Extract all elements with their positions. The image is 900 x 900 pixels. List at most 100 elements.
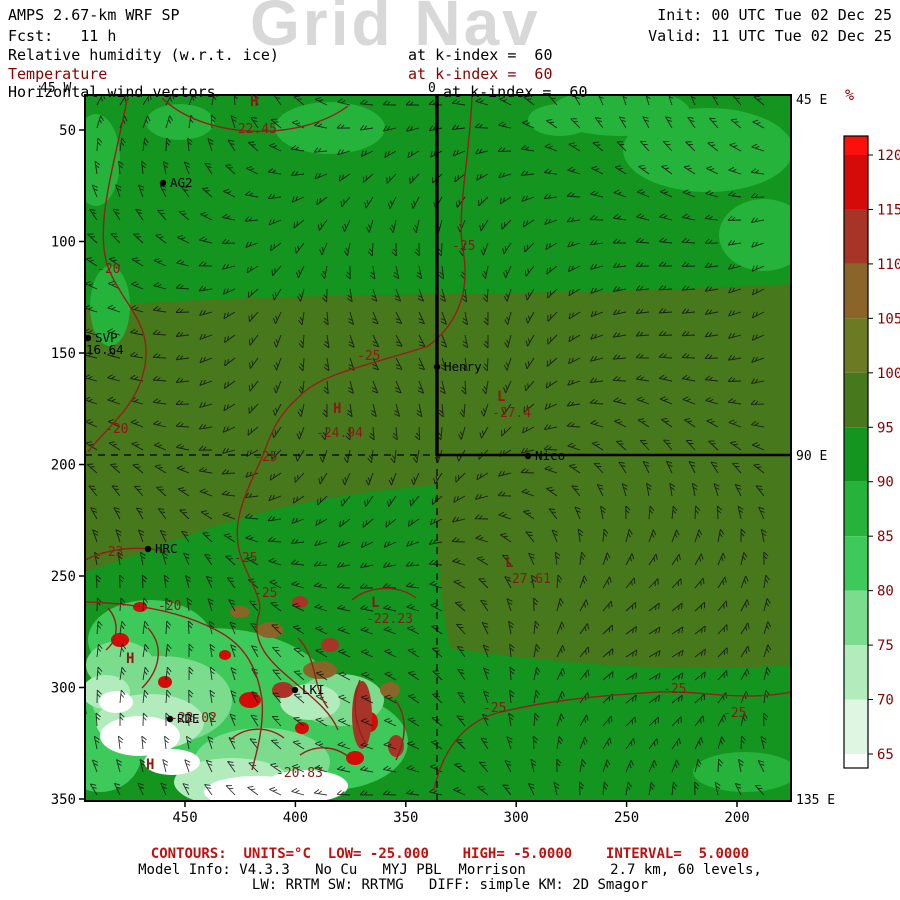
contour-label: -25 (234, 551, 257, 566)
colorbar-segment (844, 699, 868, 754)
init-time: Init: 00 UTC Tue 02 Dec 25 (657, 6, 892, 24)
station-label: HRC (155, 541, 178, 556)
station-value-label: 16.64 (86, 342, 124, 357)
extrema-marker: H (333, 401, 341, 417)
contour-label: -27.61 (504, 572, 551, 587)
meridian-label: 0 (428, 81, 436, 96)
station-label: Henry (444, 359, 482, 374)
colorbar-segment (844, 590, 868, 646)
contour-label: -25 (723, 706, 746, 721)
contour-label: -22.45 (230, 122, 277, 137)
colorbar-tick-label: 85 (877, 529, 894, 545)
contour-label: -22.23 (366, 612, 413, 627)
colorbar-segment (844, 645, 868, 700)
x-axis-tick-label: 450 (172, 810, 197, 826)
station-label: RDE (177, 711, 200, 726)
colorbar-tick-label: 100 (877, 366, 900, 382)
contour-label: -25 (357, 349, 380, 364)
y-axis-tick-label: 300 (51, 681, 76, 697)
y-axis-tick-label: 50 (59, 123, 76, 139)
contour-label: -25 (483, 701, 506, 716)
colorbar-tick-label: 70 (877, 693, 894, 709)
physics-info-line: LW: RRTM SW: RRTMG DIFF: simple KM: 2D S… (251, 877, 649, 893)
colorbar-segment (844, 536, 868, 591)
y-axis-tick-label: 100 (51, 235, 76, 251)
y-axis-tick-label: 150 (51, 346, 76, 362)
field-wind-label: Horizontal wind vectors (8, 83, 216, 101)
x-axis-tick-label: 350 (393, 810, 418, 826)
colorbar-segment (844, 136, 868, 155)
contour-label: -20.83 (276, 766, 323, 781)
station-dot (159, 179, 167, 187)
forecast-hour-label: Fcst: 11 h (8, 27, 117, 45)
contour-label: -25 (254, 586, 277, 601)
extrema-marker: H (250, 94, 258, 110)
contour-label: -25 (254, 450, 277, 465)
colorbar: 120 115 110 105 100 95 90 85 80 75 70 65% (843, 86, 900, 769)
y-axis-tick-label: 200 (51, 458, 76, 474)
contour-label: -20 (105, 422, 128, 437)
colorbar-segment (844, 155, 868, 210)
contour-label: -20 (97, 262, 120, 277)
y-axis-tick-label: 350 (51, 792, 76, 808)
meridian-label: 90 E (796, 449, 827, 464)
colorbar-tick-label: 80 (877, 584, 894, 600)
grid-nav-watermark: Grid Nav (250, 0, 541, 59)
y-axis: 50 100 150 200 250 300 350 (51, 123, 85, 808)
x-axis-tick-label: 400 (283, 810, 308, 826)
field-wind-klevel: at k-index = 60 (443, 83, 588, 101)
colorbar-segment (844, 427, 868, 482)
station-dot (144, 545, 152, 553)
contour-info-line: CONTOURS: UNITS=°C LOW= -25.000 HIGH= -5… (150, 846, 750, 862)
extrema-marker: L (505, 555, 513, 571)
colorbar-segment (844, 481, 868, 537)
contour-labels: H-22.45-25-20-25H-24.94L-27.4-20-25-23 -2… (97, 94, 746, 781)
station-dot (524, 452, 532, 460)
station-label: Nico (535, 448, 565, 463)
colorbar-tick-label: 110 (877, 257, 900, 273)
extrema-marker: L (497, 389, 505, 405)
x-axis: 450 400 350 300 250 200 (172, 801, 750, 826)
colorbar-tick-label: 120 (877, 148, 900, 164)
contour-label: -27.4 (492, 406, 531, 421)
x-axis-tick-label: 250 (614, 810, 639, 826)
colorbar-tick-label: 105 (877, 311, 900, 327)
valid-time: Valid: 11 UTC Tue 02 Dec 25 (648, 27, 892, 45)
contour-label: -23 (100, 545, 123, 560)
field-rh-klevel: at k-index = 60 (408, 46, 553, 64)
colorbar-tick-label: 75 (877, 638, 894, 654)
colorbar-units-label: % (845, 86, 854, 104)
station-dot (166, 715, 174, 723)
station-dot (84, 334, 92, 342)
colorbar-segment (844, 263, 868, 319)
y-axis-tick-label: 250 (51, 569, 76, 585)
map-border (84, 94, 792, 802)
meridian-label: 135 E (796, 793, 835, 808)
meridian-label: 45 E (796, 93, 827, 108)
contour-label: -22.02 (170, 711, 217, 726)
field-rh-label: Relative humidity (w.r.t. ice) (8, 46, 279, 64)
x-axis-tick-label: 300 (504, 810, 529, 826)
contour-label: -20 (158, 599, 181, 614)
model-info-line: Model Info: V4.3.3 No Cu MYJ PBL Morriso… (138, 862, 762, 878)
extrema-marker: L (371, 595, 379, 611)
field-temperature-label: Temperature (8, 65, 108, 83)
colorbar-tick-label: 115 (877, 202, 900, 218)
meridian-labels: 45 W 0 45 E 90 E 135 E (40, 81, 835, 808)
extrema-marker: H (126, 651, 134, 667)
wind-barbs (85, 95, 772, 796)
temperature-contours (85, 95, 791, 791)
rh-fill-field (85, 95, 791, 801)
field-temperature-klevel: at k-index = 60 (408, 65, 553, 83)
colorbar-segment (844, 753, 868, 768)
colorbar-tick-label: 95 (877, 420, 894, 436)
contour-label: -24.94 (316, 426, 363, 441)
station-dot (433, 363, 441, 371)
station-label: LKI (302, 682, 325, 697)
station-label: AG2 (170, 175, 193, 190)
map-grid-lines (85, 95, 791, 801)
meridian-label: 45 W (40, 81, 71, 96)
